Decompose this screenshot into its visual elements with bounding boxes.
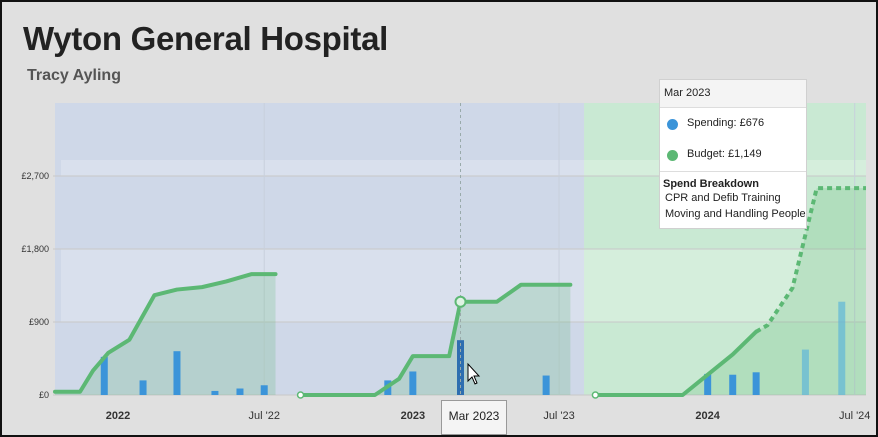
x-tick-label: 2023 xyxy=(401,410,425,422)
x-tick-label: Jul '22 xyxy=(248,410,279,422)
budget-area-2 xyxy=(595,188,866,395)
budget-start-marker xyxy=(296,391,305,399)
spending-bar xyxy=(801,349,809,395)
spending-bar xyxy=(704,373,712,395)
x-tick-label: Jul '23 xyxy=(543,410,574,422)
tooltip-header: Mar 2023 xyxy=(660,80,806,108)
tooltip-spending-row: Spending: £676 xyxy=(660,108,806,139)
x-tick-label: Jul '24 xyxy=(839,410,870,422)
mouse-cursor-icon xyxy=(467,362,481,385)
budget-area-0 xyxy=(55,274,276,395)
grid-band xyxy=(61,249,866,322)
spending-dot-icon xyxy=(667,119,678,130)
spending-bar xyxy=(236,388,244,395)
chart-subtitle: Tracy Ayling xyxy=(27,67,121,84)
budget-line-1 xyxy=(298,282,573,397)
spending-bar xyxy=(752,372,760,395)
crosshair-date-label: Mar 2023 xyxy=(441,400,507,435)
spending-bar xyxy=(139,380,147,395)
tooltip-breakdown-title: Spend Breakdown xyxy=(663,178,759,190)
spending-bar xyxy=(838,301,846,395)
spending-bar xyxy=(542,375,550,395)
spending-bar xyxy=(173,351,181,395)
tooltip-divider xyxy=(660,171,806,172)
budget-projected-line xyxy=(755,186,866,334)
spending-bar xyxy=(100,356,108,395)
y-tick-label: £1,800 xyxy=(21,244,49,254)
budget-line-2 xyxy=(593,329,759,397)
y-tick-label: £0 xyxy=(39,390,49,400)
tooltip: Mar 2023 Spending: £676 Budget: £1,149 S… xyxy=(659,79,807,229)
chart-title: Wyton General Hospital xyxy=(23,20,389,57)
tooltip-budget-row: Budget: £1,149 xyxy=(660,139,806,170)
spending-bar xyxy=(409,371,417,395)
x-tick-label: 2024 xyxy=(695,410,720,422)
spending-bar xyxy=(260,385,268,395)
budget-line-0 xyxy=(53,272,278,394)
budget-start-marker xyxy=(591,391,600,399)
budget-dot-icon xyxy=(667,150,678,161)
x-tick-label: 2022 xyxy=(106,410,130,422)
spending-bar xyxy=(729,374,737,395)
y-tick-label: £900 xyxy=(29,317,49,327)
spending-bar xyxy=(211,390,219,395)
tooltip-breakdown-item: Moving and Handling People xyxy=(665,208,806,220)
hover-marker xyxy=(454,295,467,308)
tooltip-spending-label: Spending: £676 xyxy=(687,117,765,129)
budget-area-1 xyxy=(300,284,571,395)
y-tick-label: £2,700 xyxy=(21,171,49,181)
tooltip-breakdown-item: CPR and Defib Training xyxy=(665,192,781,204)
tooltip-budget-label: Budget: £1,149 xyxy=(687,148,762,160)
